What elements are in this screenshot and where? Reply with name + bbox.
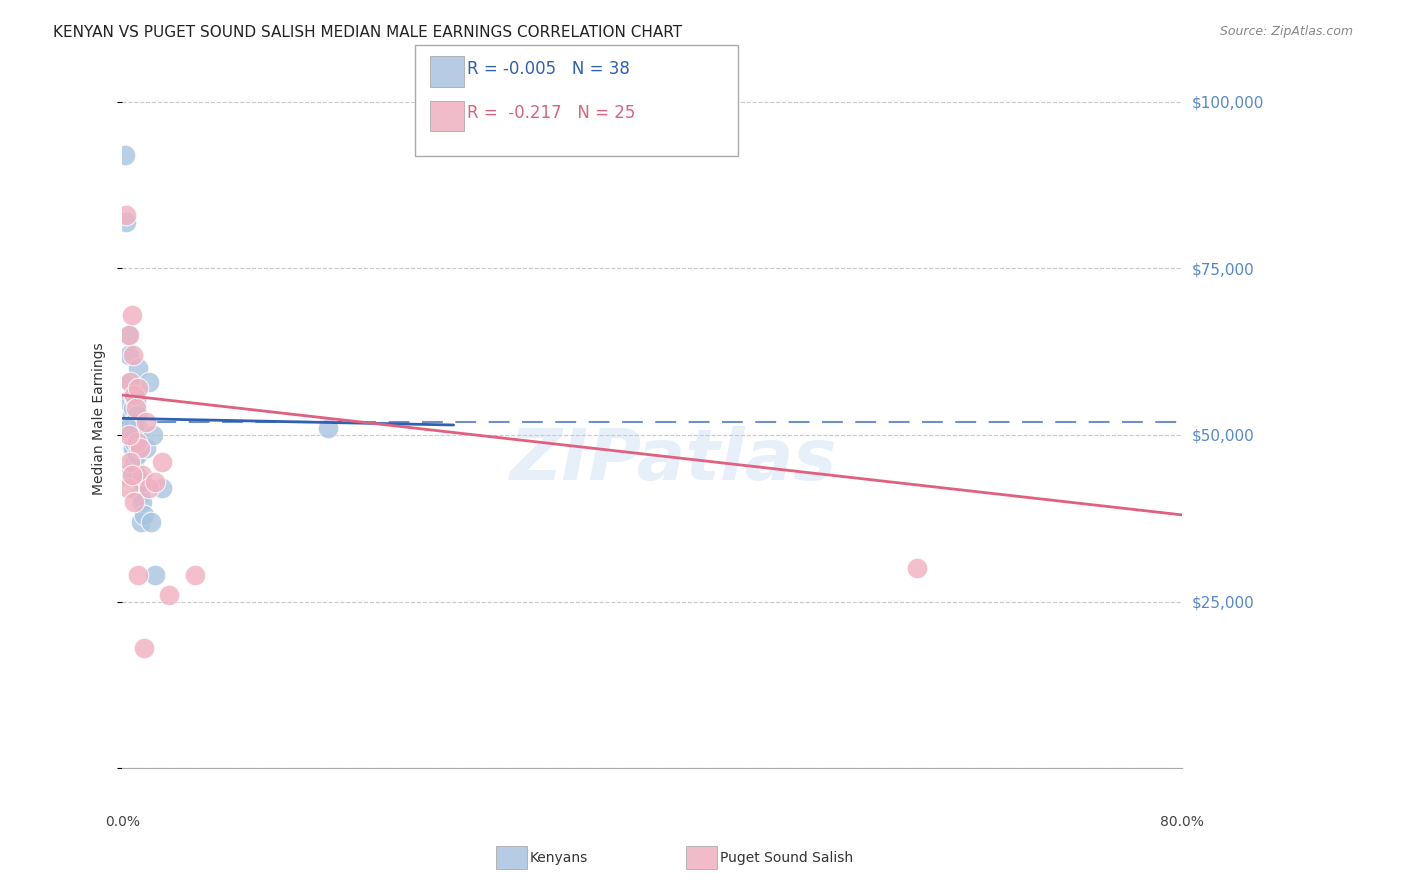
Point [120, 415, 142, 429]
Point [138, 375, 160, 389]
Point [124, 428, 146, 442]
Text: 0.0%: 0.0% [105, 814, 139, 829]
Point [124, 401, 146, 416]
Point [127, 421, 149, 435]
Point [125, 434, 148, 449]
Text: Kenyans: Kenyans [530, 851, 588, 865]
Point [150, 481, 173, 495]
Point [132, 641, 155, 656]
Point [125, 448, 148, 462]
Point [135, 415, 157, 429]
Point [316, 421, 339, 435]
Point [145, 568, 167, 582]
Point [122, 348, 145, 362]
Point [142, 428, 165, 442]
Point [122, 455, 145, 469]
Point [120, 375, 142, 389]
Point [120, 375, 142, 389]
Point [118, 328, 141, 343]
Point [184, 568, 207, 582]
Point [905, 561, 928, 575]
Point [117, 481, 139, 495]
Point [122, 388, 145, 402]
Point [121, 467, 143, 482]
Point [115, 215, 138, 229]
Point [127, 361, 149, 376]
Text: KENYAN VS PUGET SOUND SALISH MEDIAN MALE EARNINGS CORRELATION CHART: KENYAN VS PUGET SOUND SALISH MEDIAN MALE… [53, 25, 682, 40]
Point [125, 408, 148, 422]
Point [131, 467, 153, 482]
Text: 80.0%: 80.0% [1160, 814, 1205, 829]
Point [118, 394, 141, 409]
Point [124, 467, 146, 482]
Point [121, 442, 143, 456]
Point [129, 515, 152, 529]
Point [115, 467, 138, 482]
Point [122, 388, 145, 402]
Point [117, 421, 139, 435]
Text: Source: ZipAtlas.com: Source: ZipAtlas.com [1219, 25, 1353, 38]
Point [120, 455, 142, 469]
Point [128, 488, 150, 502]
Point [121, 308, 143, 322]
Point [131, 475, 153, 489]
Point [118, 348, 141, 362]
Point [127, 381, 149, 395]
Point [114, 148, 136, 162]
Point [122, 434, 145, 449]
Point [122, 442, 145, 456]
Point [124, 394, 146, 409]
Point [132, 508, 155, 522]
Point [157, 588, 180, 602]
Point [131, 494, 153, 508]
Text: R = -0.005   N = 38: R = -0.005 N = 38 [467, 60, 630, 78]
Point [121, 428, 143, 442]
Point [118, 428, 141, 442]
Point [135, 442, 157, 456]
Point [141, 515, 163, 529]
Point [121, 408, 143, 422]
Point [122, 421, 145, 435]
Point [145, 475, 167, 489]
Text: R =  -0.217   N = 25: R = -0.217 N = 25 [467, 104, 636, 122]
Point [115, 208, 138, 222]
Point [127, 568, 149, 582]
Point [117, 328, 139, 343]
Point [122, 494, 145, 508]
Point [122, 401, 145, 416]
Text: ZIPatlas: ZIPatlas [510, 425, 837, 495]
Point [150, 455, 173, 469]
Point [138, 481, 160, 495]
Point [122, 415, 145, 429]
Point [128, 442, 150, 456]
Y-axis label: Median Male Earnings: Median Male Earnings [93, 342, 107, 495]
Text: Puget Sound Salish: Puget Sound Salish [720, 851, 853, 865]
